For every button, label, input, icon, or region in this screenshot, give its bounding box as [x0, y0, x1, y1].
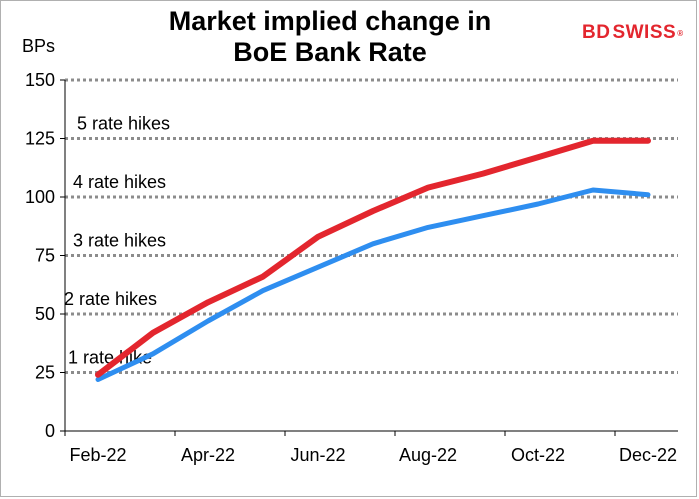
x-tick-label: Jun-22 [290, 445, 345, 465]
y-tick-label-50: 50 [35, 304, 55, 324]
x-tick-label: Dec-22 [619, 445, 677, 465]
y-axis-label: BPs [22, 36, 55, 56]
series-line [95, 137, 651, 378]
annotation-label: 3 rate hikes [73, 231, 166, 251]
logo-registered: ® [677, 28, 684, 38]
y-tick-label-0: 0 [45, 421, 55, 441]
y-tick-label-125: 125 [25, 129, 55, 149]
chart-title: Market implied change in BoE Bank Rate [120, 6, 540, 68]
axes [60, 79, 678, 436]
gridlines [65, 78, 678, 374]
annotation-label: 4 rate hikes [73, 172, 166, 192]
logo-mark: BD [582, 22, 611, 43]
x-tick-label: Oct-22 [511, 445, 565, 465]
series-lines [95, 137, 651, 382]
y-tick-label-25: 25 [35, 363, 55, 383]
chart-title-line-2: BoE Bank Rate [233, 37, 427, 67]
series-line [95, 187, 651, 382]
y-tick-label-100: 100 [25, 187, 55, 207]
annotation-label: 5 rate hikes [77, 114, 170, 134]
y-tick-label-75: 75 [35, 246, 55, 266]
logo-text: SWISS [612, 22, 677, 43]
y-tick-label-150: 150 [25, 70, 55, 90]
x-tick-label: Aug-22 [399, 445, 457, 465]
annotation-label: 2 rate hikes [64, 289, 157, 309]
x-tick-label: Apr-22 [181, 445, 235, 465]
annotations: 5 rate hikes 4 rate hikes 3 rate hikes 2 ra… [64, 114, 170, 368]
bdswiss-logo: BD SWISS ® [582, 22, 684, 44]
x-tick-label: Feb-22 [69, 445, 126, 465]
x-tick-labels: Feb-22 Apr-22 Jun-22 Aug-22 Oct-22 Dec-22 [69, 445, 677, 465]
chart-title-line-1: Market implied change in [168, 6, 492, 36]
y-tick-labels: 0 25 50 75 100 125 150 [25, 70, 55, 441]
